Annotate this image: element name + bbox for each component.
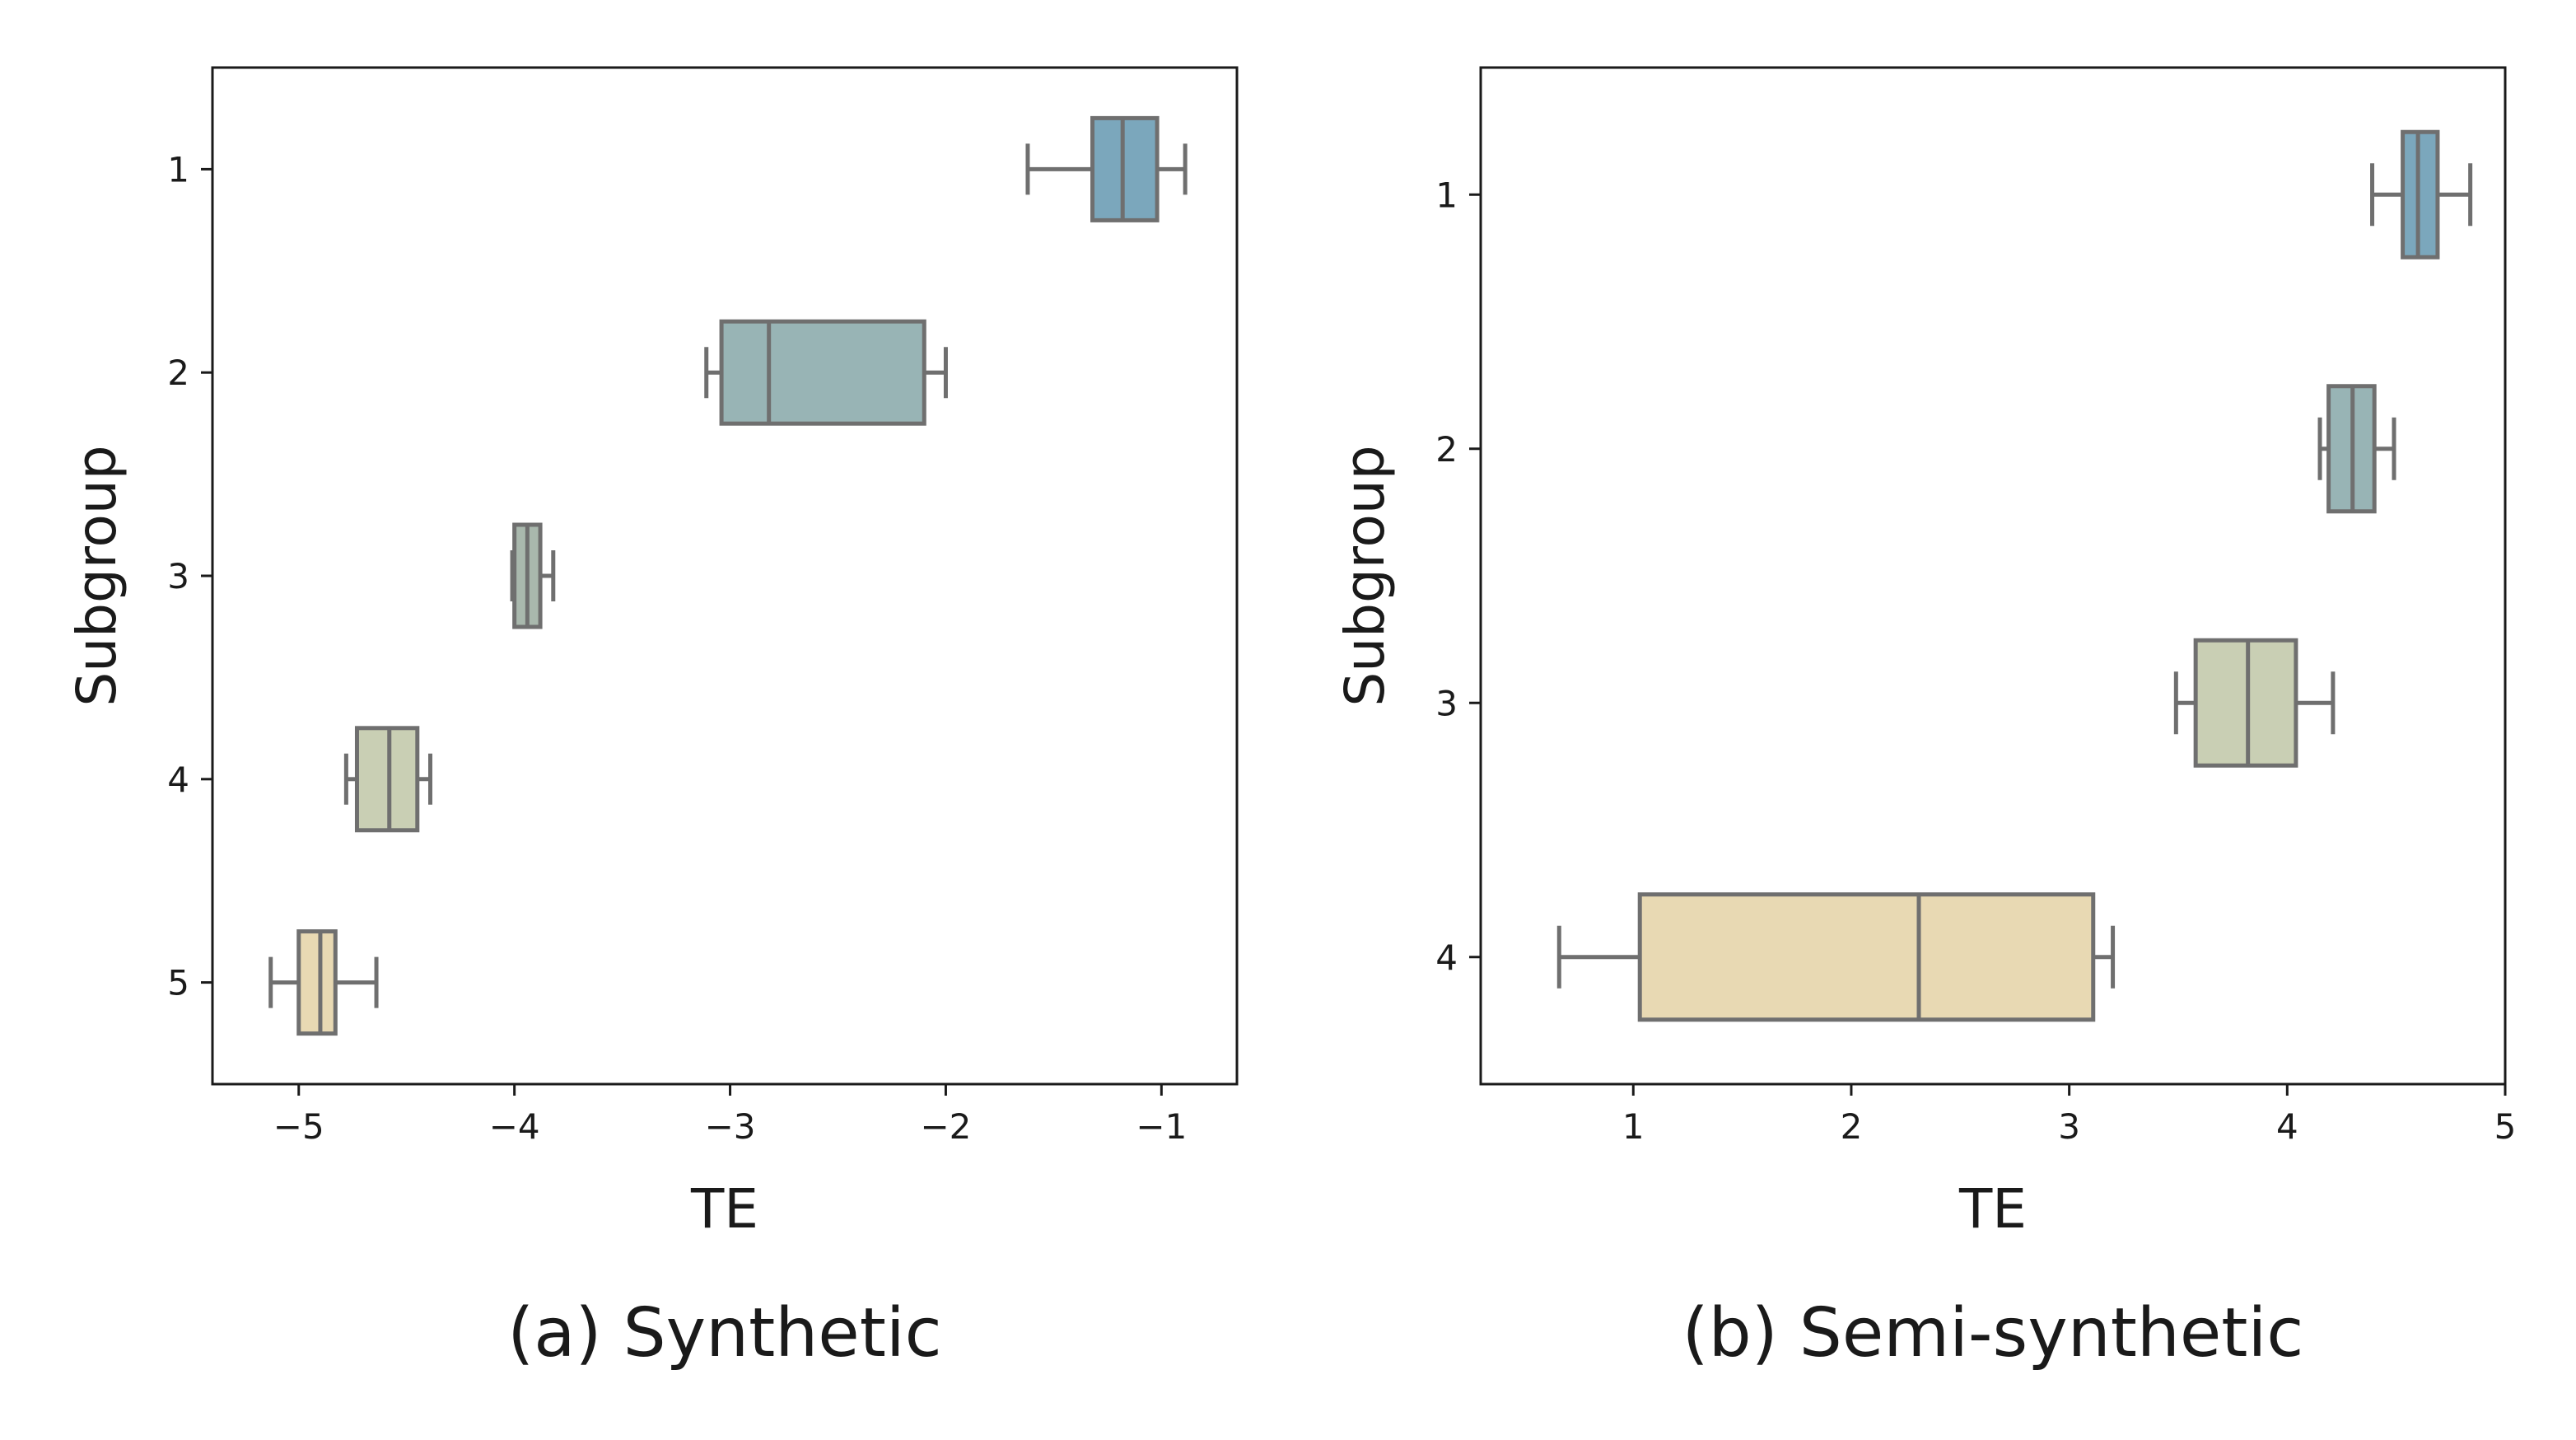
y-tick-label: 2 bbox=[1435, 429, 1458, 470]
panel-synthetic: −5 −4 −3 −2 −1 1 2 3 4 5 TE Subgroup (a) Synthet… bbox=[65, 66, 1239, 1372]
y-tick-label: 3 bbox=[167, 556, 189, 596]
y-tick-label: 5 bbox=[167, 963, 189, 1003]
y-tick-label: 2 bbox=[167, 353, 189, 393]
caption-synthetic: (a) Synthetic bbox=[507, 1294, 941, 1372]
y-ticks-synthetic: 1 2 3 4 5 bbox=[167, 149, 212, 1003]
box-subgroup-2 bbox=[704, 319, 948, 426]
iqr-box bbox=[1637, 892, 2096, 1022]
iqr-box bbox=[1090, 115, 1160, 222]
x-tick-label: −5 bbox=[273, 1106, 324, 1147]
box-subgroup-3 bbox=[2173, 638, 2336, 768]
y-axis-label-synthetic: Subgroup bbox=[65, 445, 128, 706]
y-tick-label: 4 bbox=[167, 760, 189, 800]
x-axis-label-synthetic: TE bbox=[690, 1177, 758, 1241]
box-subgroup-5 bbox=[268, 929, 379, 1036]
x-ticks-semi-synthetic: 1 2 3 4 5 bbox=[1622, 1084, 2516, 1147]
x-tick-label: 5 bbox=[2494, 1106, 2517, 1147]
x-tick-label: −3 bbox=[705, 1106, 756, 1147]
caption-semi-synthetic: (b) Semi-synthetic bbox=[1682, 1294, 2304, 1372]
iqr-box bbox=[354, 726, 420, 833]
y-tick-label: 1 bbox=[1435, 175, 1458, 215]
x-tick-label: 2 bbox=[1841, 1106, 1863, 1147]
boxplot-marks-synthetic bbox=[268, 115, 1188, 1036]
box-subgroup-4 bbox=[1556, 892, 2116, 1022]
x-tick-label: −2 bbox=[920, 1106, 971, 1147]
panel-semi-synthetic: 1 2 3 4 5 1 2 3 4 TE Subgroup (b) Semi-syntheti… bbox=[1333, 66, 2516, 1372]
y-ticks-semi-synthetic: 1 2 3 4 bbox=[1435, 175, 1481, 978]
box-subgroup-4 bbox=[343, 726, 433, 833]
y-axis-label-semi-synthetic: Subgroup bbox=[1333, 445, 1397, 706]
box-subgroup-1 bbox=[1025, 115, 1188, 222]
y-tick-label: 3 bbox=[1435, 683, 1458, 723]
plot-frame-semi-synthetic bbox=[1479, 66, 2507, 1086]
box-subgroup-2 bbox=[2317, 384, 2396, 514]
x-axis-label-semi-synthetic: TE bbox=[1958, 1177, 2027, 1241]
boxplot-marks-semi-synthetic bbox=[1556, 129, 2473, 1022]
iqr-box bbox=[719, 319, 926, 426]
box-subgroup-3 bbox=[510, 522, 556, 629]
x-ticks-synthetic: −5 −4 −3 −2 −1 bbox=[273, 1084, 1187, 1147]
iqr-box bbox=[296, 929, 338, 1036]
x-tick-label: −4 bbox=[489, 1106, 540, 1147]
x-tick-label: 3 bbox=[2058, 1106, 2080, 1147]
x-tick-label: 1 bbox=[1622, 1106, 1645, 1147]
iqr-box bbox=[2193, 638, 2298, 768]
y-tick-label: 1 bbox=[167, 149, 189, 189]
y-tick-label: 4 bbox=[1435, 937, 1458, 978]
x-tick-label: −1 bbox=[1136, 1106, 1187, 1147]
x-tick-label: 4 bbox=[2276, 1106, 2298, 1147]
iqr-box bbox=[2401, 129, 2440, 259]
box-subgroup-1 bbox=[2370, 129, 2473, 259]
